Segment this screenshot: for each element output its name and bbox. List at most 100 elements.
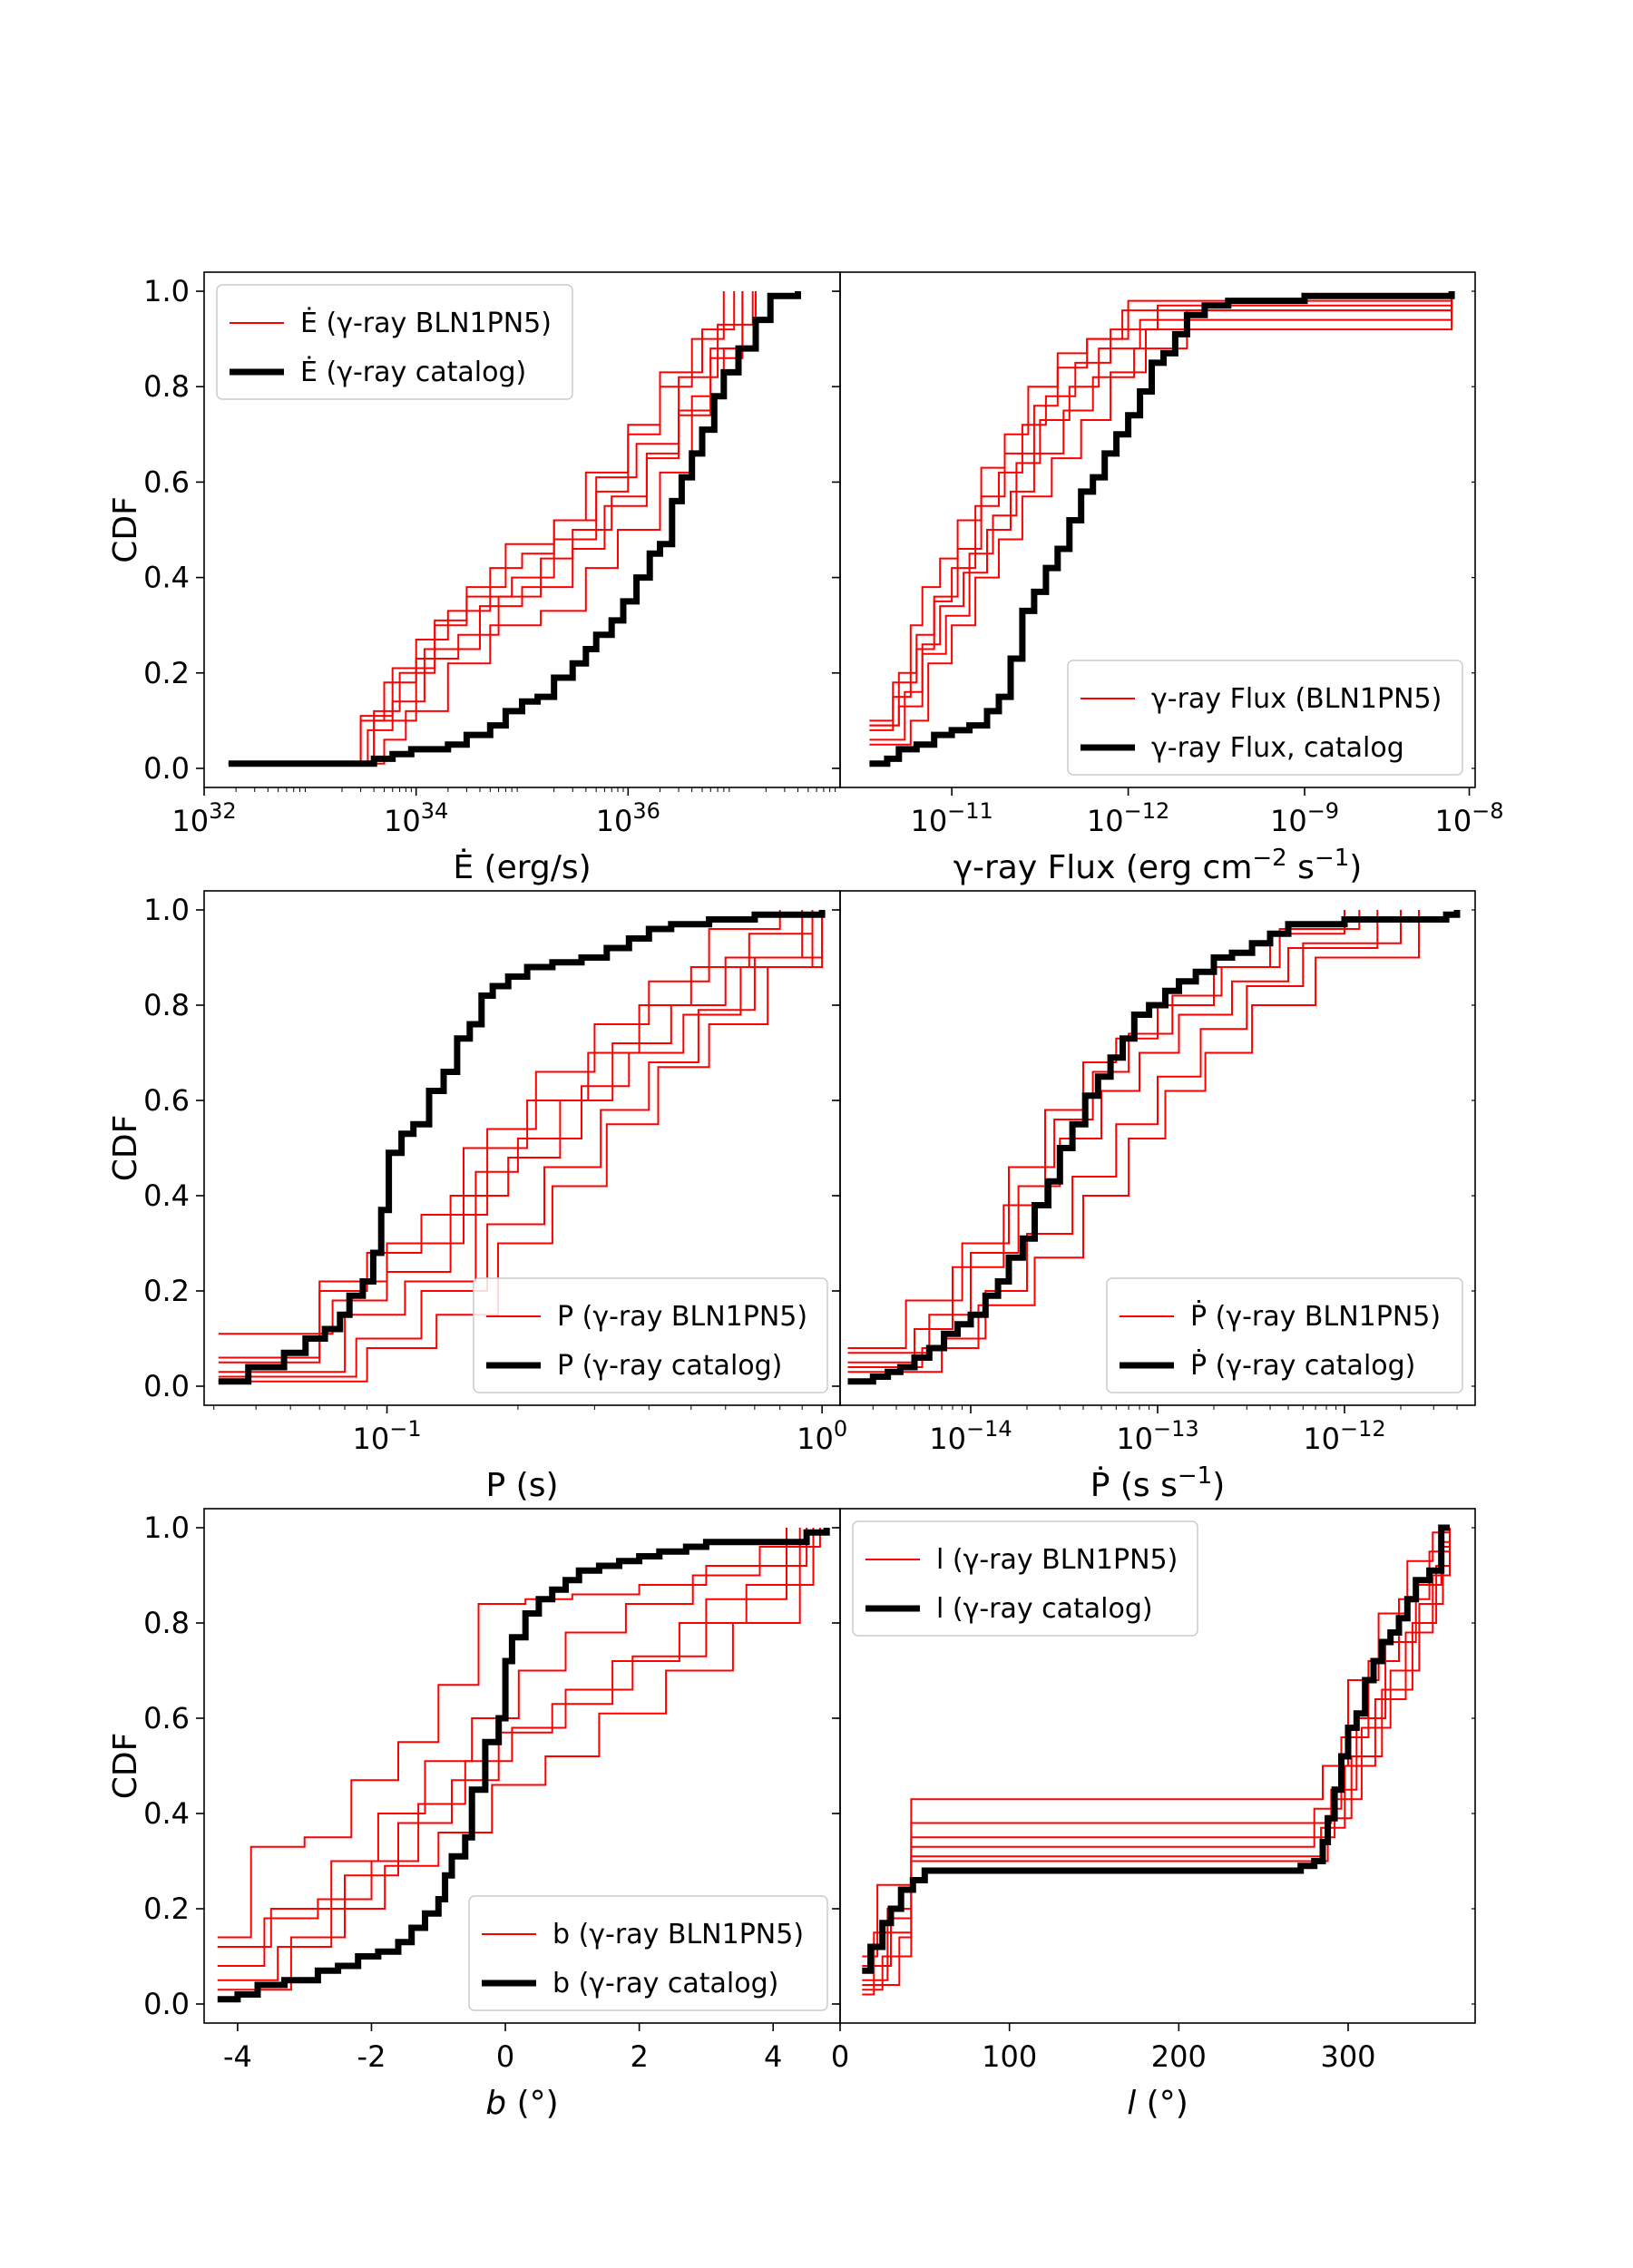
- legend-label-model: l (γ-ray BLN1PN5): [936, 1544, 1178, 1576]
- model-series-longitude-6: [862, 1528, 1451, 1986]
- legend-label-catalog: Ė (γ-ray catalog): [300, 356, 526, 388]
- y-tick-label: 0.6: [143, 1083, 190, 1118]
- x-tick-label: 10−12: [1303, 1416, 1385, 1456]
- x-tick-label: 10−13: [1116, 1416, 1198, 1456]
- x-tick-label: 2: [630, 2039, 648, 2074]
- y-tick-label: 0.0: [143, 1369, 190, 1403]
- panel-latitude: 0.0 0.2 0.4 0.6 0.8 1.0 -4 -2 0 2 4 b (°) CDF b (γ-ra…: [107, 1508, 841, 2122]
- y-axis-label: CDF: [107, 1115, 144, 1182]
- model-series-period-5: [218, 910, 824, 1383]
- model-series-flux-6: [869, 291, 1453, 727]
- y-tick-label: 0.4: [143, 1796, 190, 1831]
- model-series-latitude-1: [217, 1528, 808, 1939]
- legend-frame: [216, 284, 573, 400]
- model-series-edot-6: [228, 291, 744, 765]
- model-series-flux-5: [869, 291, 1453, 731]
- x-tick-label: 4: [764, 2039, 782, 2074]
- model-series-flux-2: [869, 291, 1453, 727]
- legend-label-model: P (γ-ray BLN1PN5): [557, 1301, 807, 1333]
- x-tick-label: 10−9: [1270, 798, 1339, 838]
- y-tick-label: 0.8: [143, 1606, 190, 1640]
- x-tick-label: 10−1: [352, 1416, 421, 1456]
- model-series-period-3: [218, 910, 814, 1374]
- model-series-edot-2: [228, 291, 725, 765]
- panel-pdot: 10−14 10−13 10−12 Ṗ (s s−1) Ṗ (γ-ray BLN1PN5…: [832, 890, 1476, 1504]
- legend-longitude: l (γ-ray BLN1PN5) l (γ-ray catalog): [852, 1520, 1198, 1637]
- panel-period: 0.0 0.2 0.4 0.6 0.8 1.0 10−1 100 P (s) CDF P (γ-ra…: [107, 890, 847, 1504]
- catalog-series-period: [218, 910, 826, 1385]
- model-series-latitude-4: [217, 1528, 787, 1967]
- x-tick-label: 300: [1320, 2039, 1375, 2074]
- model-series-pdot-4: [847, 910, 1361, 1349]
- model-series-pdot-3: [847, 910, 1402, 1374]
- legend-label-model: b (γ-ray BLN1PN5): [552, 1919, 804, 1950]
- legend-frame: [468, 1895, 828, 2011]
- x-tick-label: 0: [831, 2039, 849, 2074]
- x-tick-label: 100: [982, 2039, 1037, 2074]
- y-axis-label: CDF: [107, 1733, 144, 1800]
- model-series-period-6: [218, 910, 814, 1359]
- model-series-longitude-5: [862, 1528, 1451, 1967]
- x-tick-label: 0: [496, 2039, 514, 2074]
- model-series-latitude-5: [217, 1528, 801, 1981]
- model-series-period-2: [218, 910, 804, 1335]
- legend-latitude: b (γ-ray BLN1PN5) b (γ-ray catalog): [468, 1895, 828, 2011]
- axes-frame: [839, 271, 1476, 788]
- model-series-flux-4: [869, 291, 1453, 746]
- y-tick-label: 0.0: [143, 751, 190, 786]
- legend-frame: [852, 1520, 1198, 1637]
- legend-label-catalog: γ-ray Flux, catalog: [1151, 732, 1404, 764]
- y-tick-label: 0.4: [143, 561, 190, 595]
- x-axis-label: l (°): [1127, 2085, 1188, 2122]
- x-tick-label: 10−8: [1434, 798, 1503, 838]
- x-tick-label: 1034: [384, 798, 448, 838]
- y-tick-label: 1.0: [143, 1510, 190, 1545]
- y-tick-label: 0.8: [143, 988, 190, 1022]
- y-tick-label: 0.6: [143, 1701, 190, 1735]
- y-tick-label: 0.8: [143, 369, 190, 404]
- catalog-series-latitude: [217, 1528, 830, 2003]
- model-series-pdot-2: [847, 910, 1379, 1354]
- catalog-series-pdot: [847, 910, 1461, 1385]
- x-tick-label: 10−12: [1087, 798, 1169, 838]
- legend-edot: Ė (γ-ray BLN1PN5) Ė (γ-ray catalog): [216, 284, 573, 400]
- y-tick-label: 0.0: [143, 1987, 190, 2021]
- legend-label-model: Ṗ (γ-ray BLN1PN5): [1190, 1300, 1441, 1333]
- x-axis-label: b (°): [485, 2085, 558, 2122]
- legend-label-catalog: b (γ-ray catalog): [552, 1968, 778, 1999]
- model-series-edot-5: [228, 291, 754, 765]
- legend-label-catalog: l (γ-ray catalog): [936, 1593, 1153, 1625]
- model-series-period-1: [218, 910, 781, 1364]
- x-tick-label: -4: [223, 2039, 252, 2074]
- y-tick-label: 1.0: [143, 893, 190, 927]
- legend-frame: [1106, 1277, 1463, 1393]
- legend-period: P (γ-ray BLN1PN5) P (γ-ray catalog): [473, 1277, 828, 1393]
- legend-label-model: Ė (γ-ray BLN1PN5): [300, 307, 552, 339]
- legend-label-model: γ-ray Flux (BLN1PN5): [1151, 683, 1442, 715]
- x-tick-label: 1036: [596, 798, 660, 838]
- legend-label-catalog: Ṗ (γ-ray catalog): [1190, 1349, 1415, 1382]
- legend-frame: [1067, 660, 1463, 776]
- y-tick-label: 0.4: [143, 1178, 190, 1213]
- legend-label-catalog: P (γ-ray catalog): [557, 1350, 782, 1382]
- x-tick-label: 200: [1151, 2039, 1207, 2074]
- model-series-pdot-5: [847, 910, 1420, 1368]
- x-tick-label: 10−14: [929, 1416, 1012, 1456]
- y-axis-label: CDF: [107, 496, 144, 563]
- y-tick-label: 0.2: [143, 1892, 190, 1926]
- x-axis-label: Ė (erg/s): [453, 848, 591, 886]
- y-tick-label: 1.0: [143, 274, 190, 308]
- model-series-latitude-2: [217, 1528, 821, 1948]
- catalog-series-flux: [869, 291, 1455, 767]
- catalog-series-longitude: [862, 1524, 1450, 1974]
- axes-frame: [839, 1508, 1476, 2024]
- legend-frame: [473, 1277, 828, 1393]
- model-series-edot-1: [228, 291, 736, 765]
- x-axis-label: γ-ray Flux (erg cm−2 s−1): [953, 845, 1363, 886]
- x-axis-label: Ṗ (s s−1): [1090, 1462, 1226, 1504]
- model-series-period-4: [218, 910, 824, 1378]
- x-tick-label: 1032: [171, 798, 236, 838]
- catalog-series-edot: [228, 291, 801, 767]
